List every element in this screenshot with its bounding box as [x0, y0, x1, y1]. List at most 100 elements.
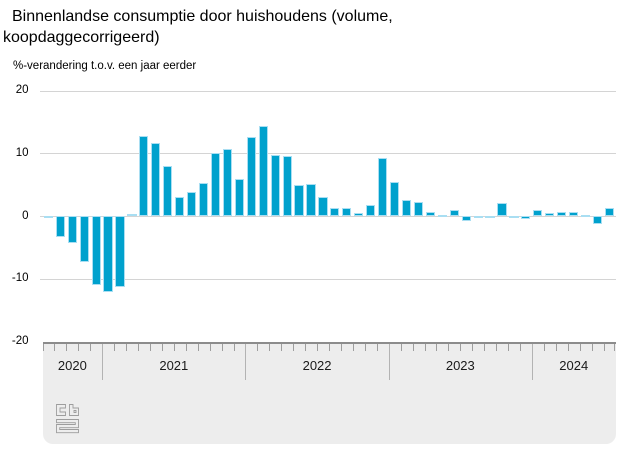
x-axis-tick	[531, 343, 533, 380]
x-axis-tick	[102, 343, 104, 380]
bar[interactable]	[425, 211, 435, 216]
bar[interactable]	[198, 182, 209, 216]
x-axis-tick	[293, 343, 295, 351]
bar[interactable]	[342, 207, 352, 216]
x-axis-tick	[78, 343, 80, 351]
bar[interactable]	[521, 216, 531, 220]
bar[interactable]	[55, 216, 65, 237]
gridline	[40, 153, 616, 155]
bar[interactable]	[127, 214, 137, 217]
x-axis-tick	[340, 343, 342, 351]
x-axis-tick	[114, 343, 116, 351]
bar[interactable]	[151, 142, 161, 216]
bar[interactable]	[366, 205, 376, 216]
y-axis-tick-label: 10	[15, 146, 29, 159]
x-axis-tick	[591, 343, 593, 351]
x-axis-tick	[281, 343, 283, 351]
bar[interactable]	[139, 136, 149, 216]
x-axis-tick	[484, 343, 486, 351]
x-axis-tick	[138, 343, 139, 351]
x-axis-tick	[233, 343, 235, 351]
bar[interactable]	[401, 199, 412, 216]
bar[interactable]	[545, 213, 555, 216]
x-axis-tick	[269, 343, 271, 351]
x-axis-year-label: 2024	[559, 357, 589, 373]
x-axis-tick	[496, 343, 498, 351]
x-axis-tick	[352, 343, 354, 351]
bar[interactable]	[282, 156, 292, 216]
x-axis-tick	[567, 343, 569, 351]
bar[interactable]	[389, 182, 400, 216]
x-axis-tick	[603, 343, 605, 351]
y-axis-tick-label: -20	[11, 334, 29, 347]
bar[interactable]	[210, 153, 221, 216]
bar[interactable]	[592, 216, 603, 225]
bar[interactable]	[163, 165, 173, 216]
bar[interactable]	[449, 209, 459, 216]
bar[interactable]	[604, 208, 615, 216]
x-axis-tick	[197, 343, 199, 351]
bar[interactable]	[569, 212, 579, 216]
bar[interactable]	[485, 216, 495, 218]
x-axis-tick	[126, 343, 128, 351]
bar[interactable]	[187, 191, 197, 216]
x-axis-year-label: 2023	[445, 357, 475, 373]
x-axis-tick	[221, 343, 223, 351]
x-axis-tick	[149, 343, 151, 351]
x-axis-tick	[173, 343, 175, 351]
x-axis-tick	[472, 343, 474, 351]
bar[interactable]	[306, 184, 316, 216]
y-axis-tick-label: 20	[15, 84, 29, 97]
chart-title: Binnenlandse consumptie door huishoudens…	[3, 8, 393, 46]
cbs-logo-c	[55, 403, 66, 416]
x-axis-tick	[305, 343, 307, 351]
bar[interactable]	[330, 208, 340, 216]
axis-unit-label: %-verandering t.o.v. een jaar eerder	[13, 60, 197, 72]
bar[interactable]	[67, 216, 77, 243]
bar[interactable]	[533, 209, 543, 216]
bar[interactable]	[354, 212, 364, 216]
x-axis-tick	[376, 343, 378, 351]
x-axis-year-label: 2021	[159, 357, 189, 373]
bar[interactable]	[461, 216, 471, 221]
bar[interactable]	[318, 197, 328, 216]
bar[interactable]	[234, 179, 244, 216]
x-axis-tick	[54, 343, 56, 351]
gridline	[40, 90, 616, 92]
bar[interactable]	[270, 154, 280, 216]
bar[interactable]	[378, 158, 388, 216]
bar[interactable]	[258, 126, 268, 216]
bar[interactable]	[246, 137, 256, 216]
bar[interactable]	[437, 214, 447, 217]
x-axis-tick	[90, 343, 92, 351]
bar[interactable]	[294, 185, 304, 216]
y-axis-tick-label: -10	[11, 272, 29, 285]
gridline	[40, 278, 616, 280]
x-axis-tick	[209, 343, 211, 351]
bar[interactable]	[43, 216, 53, 218]
bar[interactable]	[509, 216, 519, 218]
x-axis-tick	[412, 343, 414, 351]
x-axis-tick	[161, 343, 163, 351]
bar[interactable]	[103, 216, 113, 293]
bar[interactable]	[557, 212, 567, 216]
x-axis-tick	[436, 343, 438, 351]
bar[interactable]	[497, 203, 507, 216]
x-axis-tick	[400, 343, 402, 351]
x-axis-band: 2020 2021 2022 2023 2024	[42, 341, 616, 444]
bar[interactable]	[580, 214, 591, 217]
bar[interactable]	[413, 201, 424, 216]
cbs-logo	[55, 403, 79, 433]
cbs-logo-s	[55, 418, 79, 433]
x-axis-tick	[555, 343, 557, 351]
bar[interactable]	[91, 216, 101, 285]
bar[interactable]	[115, 216, 125, 288]
x-axis-tick	[245, 343, 247, 380]
bar[interactable]	[222, 148, 233, 216]
bar[interactable]	[79, 216, 89, 263]
x-axis-tick	[508, 343, 510, 351]
x-axis-year-label: 2020	[57, 357, 87, 373]
bar[interactable]	[175, 197, 185, 216]
bar[interactable]	[473, 216, 483, 218]
